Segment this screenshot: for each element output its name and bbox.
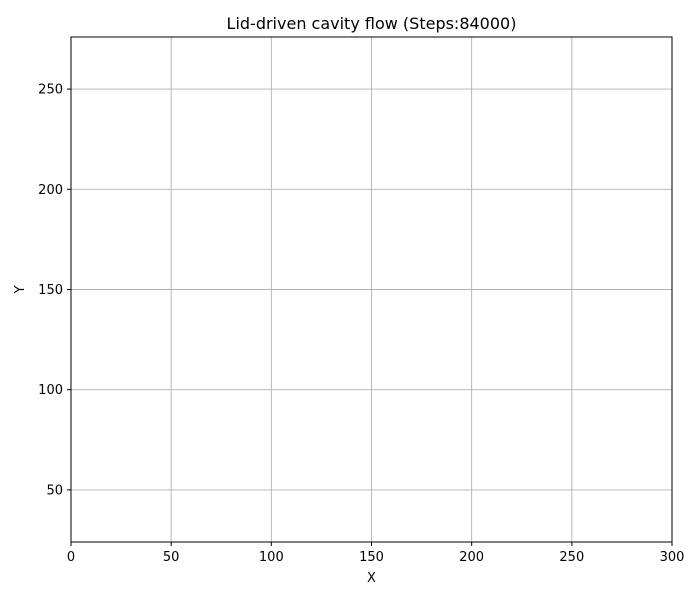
y-tick-label: 200 bbox=[38, 183, 63, 198]
x-tick-label: 100 bbox=[259, 550, 284, 565]
x-axis-ticks: 0 50 100 150 200 250 300 bbox=[67, 542, 685, 565]
x-tick-label: 150 bbox=[359, 550, 384, 565]
x-tick-label: 0 bbox=[67, 550, 75, 565]
y-axis-ticks: 50 100 150 200 250 bbox=[38, 83, 71, 498]
y-tick-label: 150 bbox=[38, 283, 63, 298]
x-tick-label: 200 bbox=[459, 550, 484, 565]
y-tick-label: 100 bbox=[38, 383, 63, 398]
y-tick-label: 250 bbox=[38, 83, 63, 98]
x-tick-label: 250 bbox=[559, 550, 584, 565]
x-axis-label: X bbox=[367, 571, 376, 586]
x-tick-label: 300 bbox=[660, 550, 685, 565]
chart-title: Lid-driven cavity flow (Steps:84000) bbox=[227, 14, 517, 33]
grid-layer bbox=[70, 37, 673, 542]
x-tick-label: 50 bbox=[163, 550, 180, 565]
y-tick-label: 50 bbox=[46, 483, 63, 498]
y-axis-label: Y bbox=[13, 285, 28, 294]
